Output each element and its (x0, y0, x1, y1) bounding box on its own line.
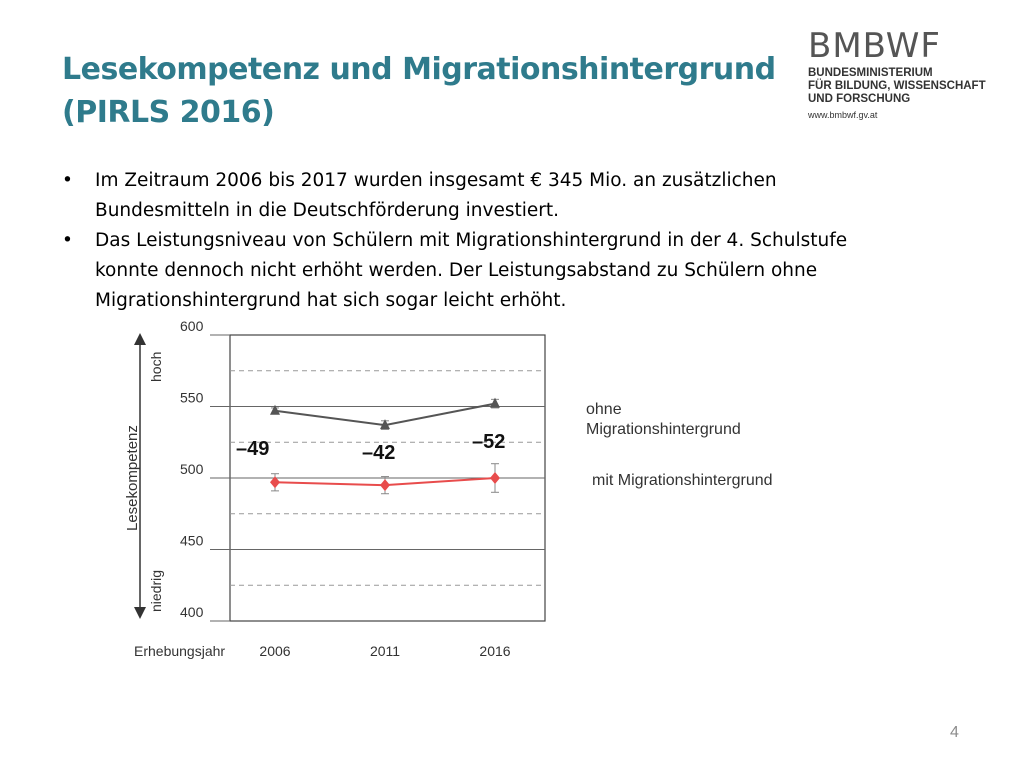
bullet-text-line: Im Zeitraum 2006 bis 2017 wurden insgesa… (95, 170, 777, 191)
gap-label: –52 (472, 431, 505, 453)
bullet-list: • Im Zeitraum 2006 bis 2017 wurden insge… (62, 166, 962, 316)
axis-label-niedrig: niedrig (148, 570, 164, 612)
x-tick-label: 2006 (259, 643, 290, 659)
y-tick-label: 550 (180, 390, 204, 406)
data-point-triangle (380, 419, 390, 430)
bullet-marker: • (62, 230, 73, 251)
bullet-text-line: Bundesmitteln in die Deutschförderung in… (95, 200, 559, 221)
axis-arrow-up-icon (134, 333, 146, 345)
legend-ohne-line: ohne (586, 401, 622, 418)
bullet-text-line: konnte dennoch nicht erhöht werden. Der … (95, 260, 818, 281)
axis-arrow-down-icon (134, 607, 146, 619)
logo-ministry-name: BUNDESMINISTERIUM FÜR BILDUNG, WISSENSCH… (808, 67, 1008, 106)
gap-label: –49 (236, 438, 269, 460)
data-point-diamond (270, 476, 280, 489)
bmbwf-logo: BMBWF BUNDESMINISTERIUM FÜR BILDUNG, WIS… (808, 28, 1008, 120)
logo-sub-line: BUNDESMINISTERIUM (808, 67, 933, 79)
bullet-marker: • (62, 170, 73, 191)
gap-label: –42 (362, 442, 395, 464)
data-point-diamond (490, 472, 500, 484)
logo-sub-line: UND FORSCHUNG (808, 93, 911, 105)
logo-wordmark: BMBWF (808, 26, 941, 66)
legend-ohne-line: Migrationshintergrund (586, 421, 741, 438)
y-tick-label: 450 (180, 533, 204, 549)
x-tick-label: 2016 (479, 643, 510, 659)
x-tick-label: 2011 (370, 643, 400, 659)
logo-url: www.bmbwf.gv.at (808, 110, 878, 120)
bullet-text-line: Das Leistungsniveau von Schülern mit Mig… (95, 230, 848, 251)
y-tick-label: 500 (180, 461, 204, 477)
legend-ohne: ohne Migrationshintergrund (586, 400, 741, 440)
axis-label-hoch: hoch (148, 352, 164, 382)
data-point-triangle (490, 397, 500, 408)
bullet-item: • Im Zeitraum 2006 bis 2017 wurden insge… (62, 166, 962, 226)
title-line-2: (PIRLS 2016) (62, 95, 275, 130)
bullet-text-line: Migrationshintergrund hat sich sogar lei… (95, 290, 567, 311)
y-axis-title: Lesekompetenz (124, 425, 141, 531)
title-line-1: Lesekompetenz und Migrationshintergrund (62, 52, 776, 87)
slide-title: Lesekompetenz und Migrationshintergrund … (62, 48, 802, 134)
x-axis-title: Erhebungsjahr (134, 643, 225, 659)
legend-mit: mit Migrationshintergrund (592, 472, 773, 489)
logo-sub-line: FÜR BILDUNG, WISSENSCHAFT (808, 80, 986, 92)
data-point-diamond (380, 479, 390, 492)
page-number: 4 (950, 724, 959, 741)
y-tick-label: 600 (180, 318, 204, 334)
bullet-item: • Das Leistungsniveau von Schülern mit M… (62, 226, 962, 316)
data-point-triangle (270, 404, 280, 415)
y-tick-label: 400 (180, 604, 204, 620)
